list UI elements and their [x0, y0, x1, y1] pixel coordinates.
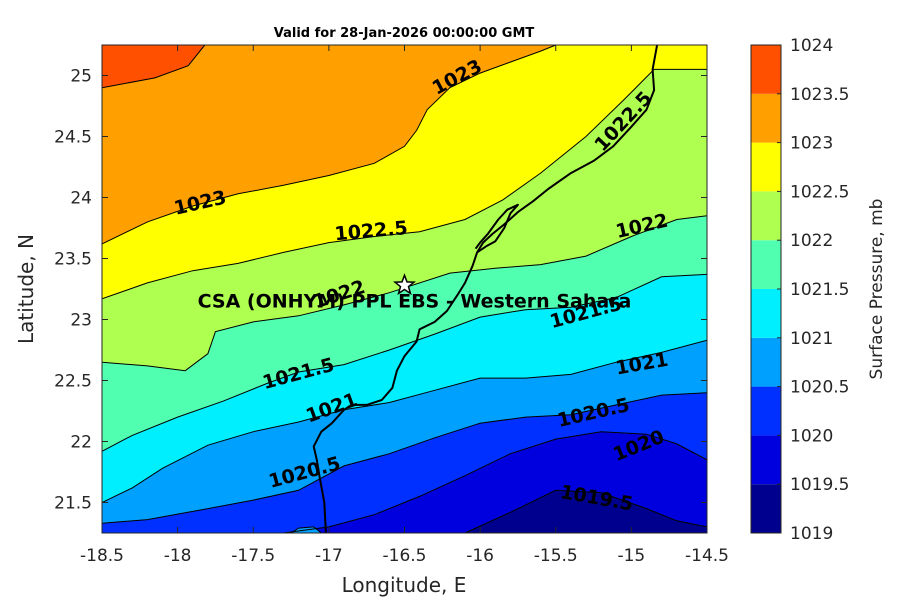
- contour-1020.5: [102, 392, 707, 524]
- colorbar-segment: [751, 240, 781, 289]
- colorbar-segment: [751, 93, 781, 143]
- y-tick-label: 22: [70, 433, 92, 453]
- chart-title: Valid for 28-Jan-2026 00:00:00 GMT: [274, 26, 535, 41]
- colorbar-segment: [751, 386, 781, 436]
- x-tick-label: -18: [164, 546, 192, 566]
- colorbar-segment: [751, 142, 781, 192]
- contour-1022.5: [102, 68, 707, 300]
- band-1023.5: [102, 45, 205, 88]
- coastline-spit: [474, 203, 519, 254]
- contour-1021: [102, 339, 707, 503]
- contour-1020.5: [290, 526, 322, 533]
- coastline-main: [312, 45, 659, 533]
- colorbar-label: Surface Pressure, mb: [867, 199, 887, 380]
- colorbar-tick-label: 1019.5: [790, 475, 849, 495]
- station-marker: CSA (ONHYM) PPL EBS - Western Sahara: [198, 273, 632, 312]
- colorbar: 1019 1019.5 1020 1020.5 1021 1021.5 1022 1022.5…: [750, 36, 849, 544]
- y-axis-label: Latitude, N: [14, 234, 38, 344]
- station-label: CSA (ONHYM) PPL EBS - Western Sahara: [198, 290, 632, 312]
- x-tick-label: -16.5: [383, 546, 427, 566]
- colorbar-segment: [751, 337, 781, 387]
- contour-1023.5: [102, 45, 206, 89]
- x-tick-label: -16: [466, 546, 494, 566]
- colorbar-tick-label: 1021: [790, 329, 833, 349]
- colorbar-tick-label: 1020: [790, 426, 833, 446]
- y-tick-label: 22.5: [54, 372, 92, 392]
- x-tick-label: -15: [617, 546, 645, 566]
- colorbar-tick-label: 1023: [790, 134, 833, 154]
- contour-1019.5: [464, 489, 707, 533]
- colorbar-segment: [751, 45, 781, 94]
- colorbar-tick-label: 1019: [790, 524, 833, 544]
- colorbar-segment: [751, 484, 781, 533]
- contour-lines: [102, 45, 707, 533]
- x-axis: -18.5 -18 -17.5 -17 -16.5 -16 -15.5 -15 -14.5: [80, 45, 729, 566]
- contour-1023: [102, 45, 556, 245]
- contour-1021.5: [102, 273, 707, 452]
- colorbar-tick-label: 1024: [790, 36, 833, 56]
- colorbar-tick-label: 1020.5: [790, 378, 849, 398]
- colorbar-tick-label: 1021.5: [790, 280, 849, 300]
- y-tick-label: 24.5: [54, 128, 92, 148]
- x-tick-label: -17.5: [231, 546, 275, 566]
- x-tick-label: -17: [315, 546, 343, 566]
- colorbar-tick-label: 1022.5: [790, 182, 849, 202]
- contour-fills: [102, 45, 707, 533]
- coastline: [312, 45, 659, 533]
- y-tick-label: 25: [70, 67, 92, 87]
- colorbar-tick-label: 1023.5: [790, 85, 849, 105]
- x-tick-label: -18.5: [80, 546, 124, 566]
- plot-area: [102, 45, 707, 533]
- x-tick-label: -14.5: [685, 546, 729, 566]
- y-tick-label: 23.5: [54, 250, 92, 270]
- y-tick-label: 21.5: [54, 494, 92, 514]
- x-axis-label: Longitude, E: [342, 573, 467, 597]
- contour-1020: [283, 431, 707, 533]
- colorbar-segment: [751, 289, 781, 338]
- colorbar-segment: [751, 435, 781, 485]
- contour-1022: [102, 215, 707, 372]
- station-star-icon: [392, 273, 417, 296]
- colorbar-tick-label: 1022: [790, 231, 833, 251]
- y-tick-label: 23: [70, 311, 92, 331]
- colorbar-segment: [751, 191, 781, 241]
- y-axis: 21.5 22 22.5 23 23.5 24 24.5 25: [54, 67, 707, 514]
- y-tick-label: 24: [70, 189, 92, 209]
- x-tick-label: -15.5: [534, 546, 578, 566]
